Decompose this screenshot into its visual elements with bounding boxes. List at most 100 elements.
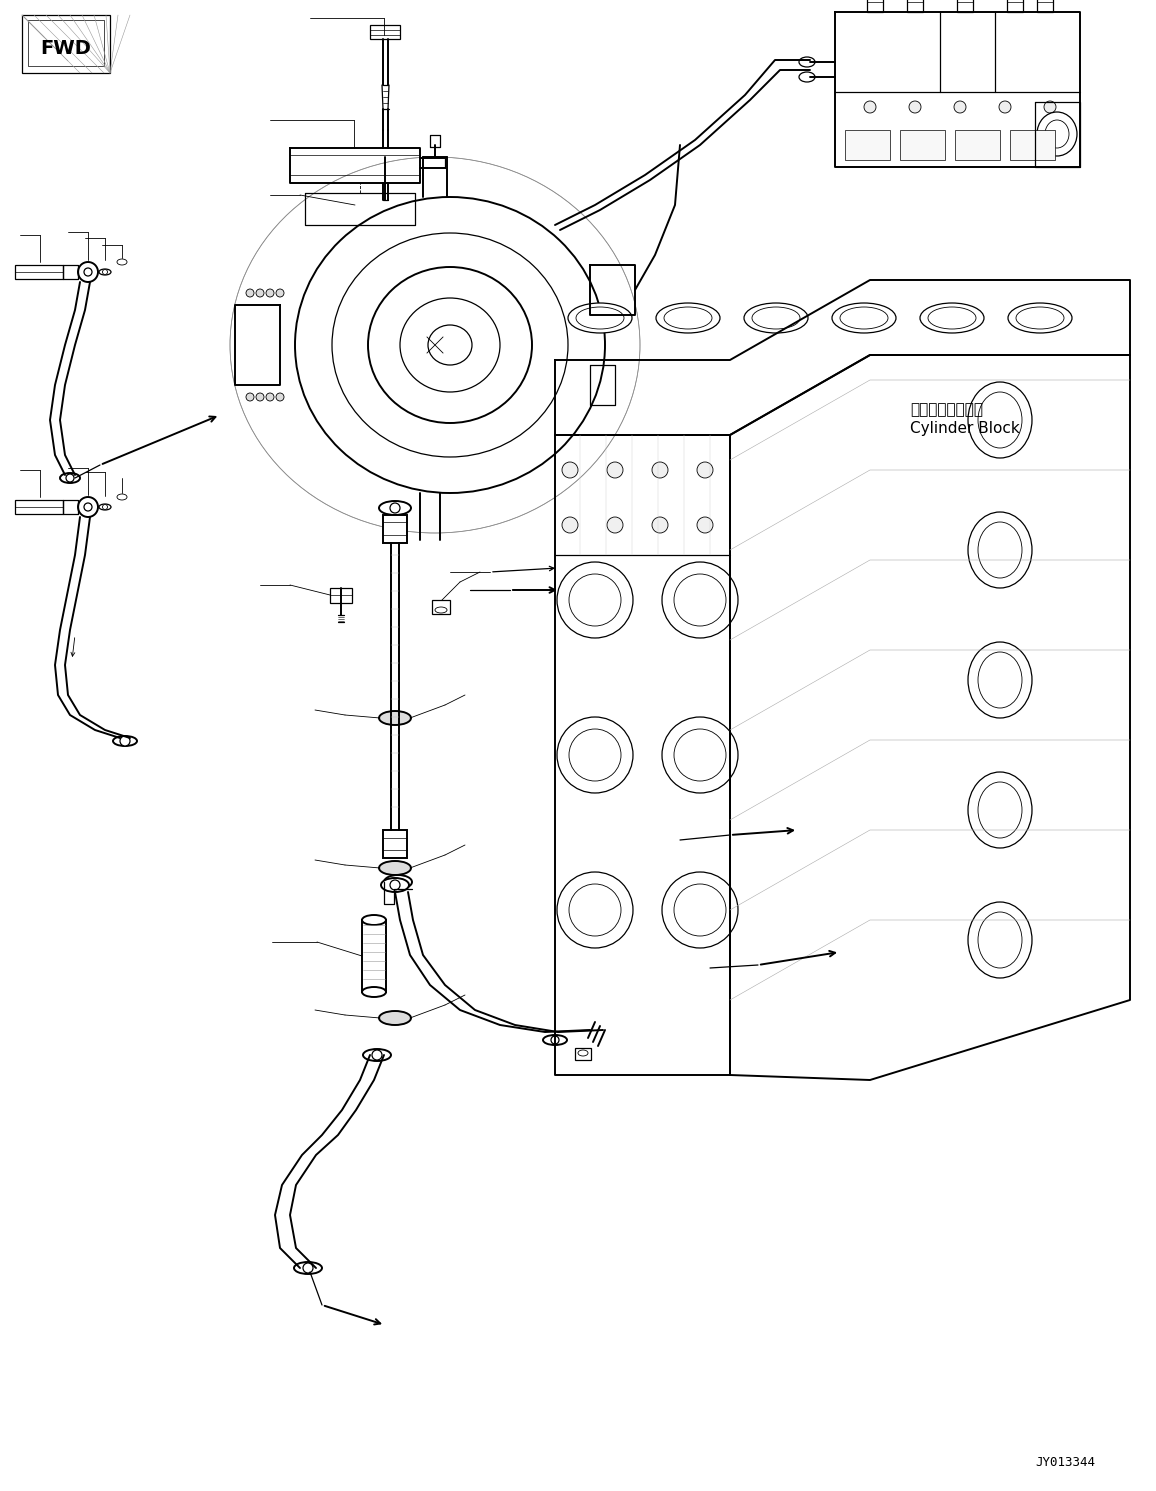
Ellipse shape — [294, 1261, 323, 1273]
Ellipse shape — [968, 643, 1032, 719]
Circle shape — [255, 394, 264, 401]
Circle shape — [562, 517, 578, 532]
Ellipse shape — [1045, 119, 1069, 148]
Bar — [28, 19, 104, 66]
Bar — [362, 920, 386, 992]
Ellipse shape — [578, 1050, 588, 1056]
Bar — [15, 265, 62, 279]
Circle shape — [77, 262, 98, 282]
Circle shape — [674, 729, 726, 781]
Circle shape — [246, 289, 254, 297]
Ellipse shape — [362, 987, 386, 997]
Bar — [383, 830, 407, 857]
Bar — [370, 25, 400, 39]
Bar — [22, 15, 110, 73]
Ellipse shape — [428, 325, 472, 365]
Bar — [845, 130, 890, 160]
Circle shape — [266, 289, 274, 297]
Ellipse shape — [362, 915, 386, 924]
Ellipse shape — [381, 878, 409, 892]
Circle shape — [66, 474, 74, 482]
Circle shape — [276, 289, 284, 297]
Ellipse shape — [99, 504, 111, 510]
Ellipse shape — [1037, 112, 1077, 157]
Text: シリンダブロック: シリンダブロック — [910, 403, 983, 417]
Circle shape — [255, 289, 264, 297]
Circle shape — [395, 204, 405, 215]
Bar — [901, 130, 944, 160]
Ellipse shape — [655, 303, 720, 332]
Circle shape — [303, 1263, 313, 1273]
Circle shape — [390, 880, 400, 890]
Circle shape — [266, 394, 274, 401]
Circle shape — [390, 502, 400, 513]
Circle shape — [314, 204, 325, 215]
Circle shape — [662, 562, 738, 638]
Bar — [957, 0, 973, 12]
Text: FWD: FWD — [40, 39, 91, 58]
Circle shape — [314, 204, 325, 215]
Circle shape — [662, 717, 738, 793]
Ellipse shape — [920, 303, 984, 332]
Ellipse shape — [978, 781, 1022, 838]
Ellipse shape — [799, 57, 815, 67]
Circle shape — [674, 884, 726, 936]
Circle shape — [569, 729, 621, 781]
Bar — [329, 587, 351, 602]
Ellipse shape — [978, 522, 1022, 579]
Ellipse shape — [753, 307, 800, 330]
Circle shape — [276, 394, 284, 401]
Ellipse shape — [1008, 303, 1072, 332]
Circle shape — [954, 101, 966, 113]
Ellipse shape — [576, 307, 624, 330]
Bar — [575, 1048, 591, 1060]
Bar — [867, 0, 883, 12]
Ellipse shape — [978, 392, 1022, 447]
Circle shape — [607, 462, 623, 479]
Circle shape — [77, 497, 98, 517]
Circle shape — [557, 717, 633, 793]
Circle shape — [652, 462, 668, 479]
Circle shape — [1044, 101, 1055, 113]
Circle shape — [557, 872, 633, 948]
Ellipse shape — [379, 501, 412, 514]
Circle shape — [999, 101, 1012, 113]
Circle shape — [652, 517, 668, 532]
Circle shape — [697, 462, 713, 479]
Ellipse shape — [968, 382, 1032, 458]
Circle shape — [909, 101, 921, 113]
Ellipse shape — [99, 268, 111, 274]
Ellipse shape — [744, 303, 808, 332]
Circle shape — [607, 517, 623, 532]
Ellipse shape — [978, 652, 1022, 708]
Ellipse shape — [363, 1050, 391, 1062]
Circle shape — [569, 884, 621, 936]
Ellipse shape — [968, 902, 1032, 978]
Ellipse shape — [117, 494, 127, 499]
Bar — [1007, 0, 1023, 12]
Circle shape — [674, 574, 726, 626]
Circle shape — [336, 204, 344, 213]
Ellipse shape — [664, 307, 712, 330]
Circle shape — [120, 737, 129, 746]
Circle shape — [697, 517, 713, 532]
Bar — [1010, 130, 1055, 160]
Bar — [383, 514, 407, 543]
Ellipse shape — [400, 298, 501, 392]
Ellipse shape — [928, 307, 976, 330]
Ellipse shape — [379, 711, 412, 725]
Circle shape — [864, 101, 876, 113]
Bar — [907, 0, 922, 12]
Ellipse shape — [295, 197, 605, 494]
Circle shape — [372, 1050, 381, 1060]
Bar — [1037, 0, 1053, 12]
Ellipse shape — [117, 259, 127, 265]
Circle shape — [569, 574, 621, 626]
Circle shape — [103, 504, 108, 510]
Bar — [15, 499, 62, 514]
Circle shape — [376, 204, 384, 213]
Circle shape — [246, 394, 254, 401]
Circle shape — [103, 270, 108, 274]
Ellipse shape — [435, 607, 447, 613]
Ellipse shape — [379, 1011, 412, 1024]
